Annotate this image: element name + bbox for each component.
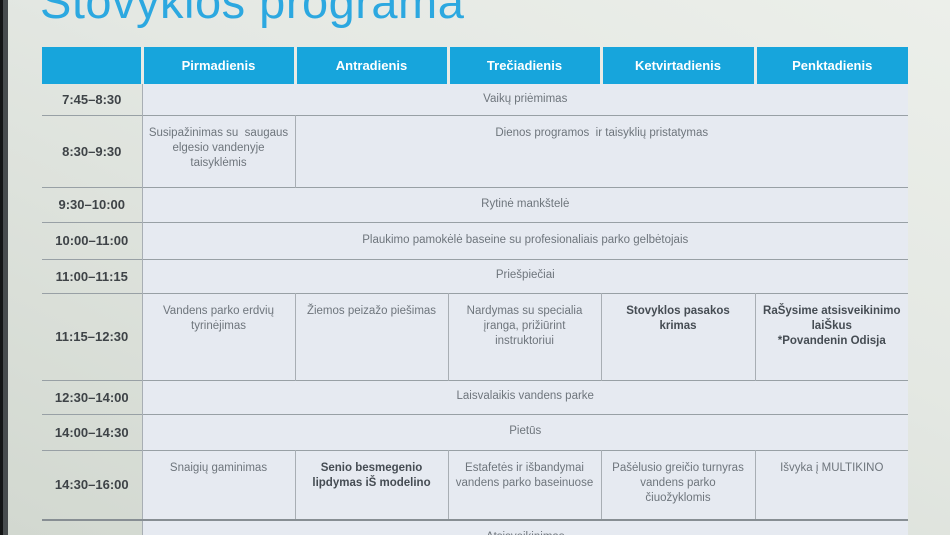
row-midday-activities: 11:15–12:30 Vandens parko erdvių tyrinėj…: [42, 293, 908, 380]
row-intro: 8:30–9:30 Susipažinimas su saugaus elges…: [42, 115, 908, 187]
time-label: 8:30–9:30: [62, 143, 122, 159]
schedule-table: Pirmadienis Antradienis Trečiadienis Ket…: [42, 47, 908, 535]
activity-cell-tuesday: Žiemos peizažo piešimas: [294, 293, 448, 380]
activity-cell-thursday: Pašėlusio greičio turnyras vandens parko…: [600, 450, 755, 520]
activity-cell-all-days: Priešpiečiai: [141, 259, 908, 293]
row-farewell-partial: Atsisveikinimas: [42, 520, 908, 535]
time-label: 11:15–12:30: [55, 329, 129, 344]
day-header-monday: Pirmadienis: [140, 47, 295, 84]
time-label: 14:30–16:00: [54, 477, 129, 493]
activity-cell-all-days: Rytinė mankštelė: [141, 187, 908, 222]
row-swimming-lesson: 10:00–11:00 Plaukimo pamokėlė baseine su…: [42, 222, 908, 259]
row-morning-exercise: 9:30–10:00 Rytinė mankštelė: [42, 187, 908, 222]
time-label: 9:30–10:00: [58, 197, 126, 212]
activity-cell-all-days: Atsisveikinimas: [141, 520, 908, 535]
activity-cell-tue-fri: Dienos programos ir taisyklių pristatyma…: [294, 115, 908, 187]
day-header-tuesday: Antradienis: [293, 47, 448, 84]
day-header-thursday: Ketvirtadienis: [599, 47, 755, 84]
header-time-cell: [42, 47, 142, 84]
activity-cell-friday: RaŠysime atsisveikinimo laiŠkus *Povande…: [754, 293, 908, 380]
activity-cell-monday: Vandens parko erdvių tyrinėjimas: [141, 293, 295, 380]
row-free-time: 12:30–14:00 Laisvalaikis vandens parke: [42, 380, 908, 414]
activity-cell-monday: Snaigių gaminimas: [141, 450, 295, 520]
activity-cell-wednesday: Estafetės ir išbandymai vandens parko ba…: [447, 450, 601, 520]
row-afternoon-activities: 14:30–16:00 Snaigių gaminimas Senio besm…: [42, 450, 908, 520]
time-label: 10:00–11:00: [55, 233, 129, 248]
row-lunch: 14:00–14:30 Pietūs: [42, 414, 908, 450]
page-title: Stovyklos programa: [40, 0, 465, 28]
day-header-wednesday: Trečiadienis: [446, 47, 601, 84]
left-edge-strip: [0, 0, 8, 535]
row-children-arrival: 7:45–8:30 Vaikų priėmimas: [42, 84, 908, 115]
time-label: 14:00–14:30: [54, 424, 129, 440]
time-label: 12:30–14:00: [54, 389, 129, 405]
activity-cell-all-days: Laisvalaikis vandens parke: [141, 380, 908, 414]
activity-cell-thursday: Stovyklos pasakos krimas: [600, 293, 755, 380]
activity-cell-friday: Išvyka į MULTIKINO: [754, 450, 908, 520]
activity-cell-monday: Susipažinimas su saugaus elgesio vandeny…: [141, 115, 295, 187]
activity-cell-all-days: Plaukimo pamokėlė baseine su profesional…: [141, 222, 908, 259]
activity-cell-tuesday: Senio besmegenio lipdymas iŠ modelino: [294, 450, 448, 520]
activity-cell-all-days: Vaikų priėmimas: [141, 84, 908, 115]
day-header-row: Pirmadienis Antradienis Trečiadienis Ket…: [42, 47, 908, 84]
row-snack: 11:00–11:15 Priešpiečiai: [42, 259, 908, 293]
time-label: [42, 520, 142, 535]
activity-cell-all-days: Pietūs: [141, 414, 908, 450]
time-label: 11:00–11:15: [55, 268, 128, 284]
day-header-friday: Penktadienis: [753, 47, 908, 84]
activity-cell-wednesday: Nardymas su specialia įranga, prižiūrint…: [447, 293, 601, 380]
time-label: 7:45–8:30: [62, 91, 122, 107]
